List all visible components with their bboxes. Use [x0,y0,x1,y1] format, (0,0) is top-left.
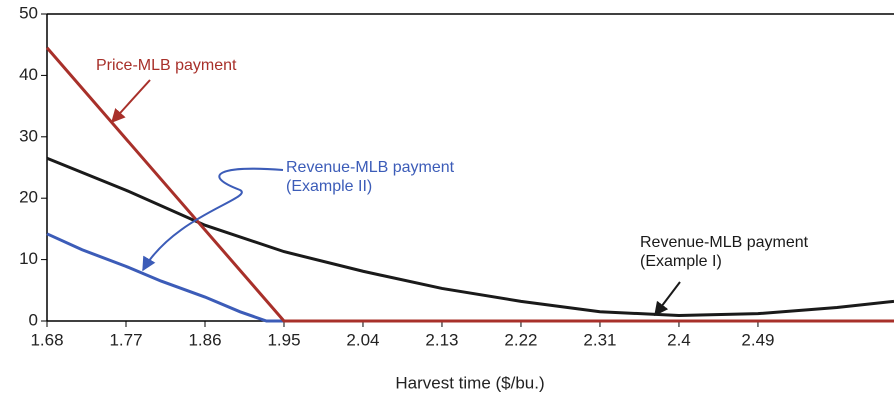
x-tick-label: 2.4 [667,330,691,349]
x-tick-label: 1.95 [267,330,300,349]
annotation-text: (Example I) [640,253,722,270]
y-tick-label: 40 [19,65,38,84]
x-axis-label: Harvest time ($/bu.) [395,373,544,392]
x-tick-label: 2.22 [504,330,537,349]
x-tick-label: 1.77 [109,330,142,349]
x-tick-label: 2.49 [741,330,774,349]
series-line [45,46,894,323]
annotation-text: Price-MLB payment [96,57,237,74]
x-tick-label: 2.31 [583,330,616,349]
annotation-text: Revenue-MLB payment [640,234,809,251]
x-tick-label: 2.04 [346,330,379,349]
y-tick-label: 50 [19,3,38,22]
annotation-text: Revenue-MLB payment [286,159,455,176]
annotation-arrow [111,79,151,124]
x-tick-label: 1.86 [188,330,221,349]
series-line [46,156,894,317]
y-tick-label: 30 [19,126,38,145]
x-tick-label: 1.68 [30,330,63,349]
y-tick-label: 10 [19,249,38,268]
annotation-arrow [142,167,284,272]
y-tick-label: 20 [19,188,38,207]
annotation-arrow [654,281,681,317]
x-tick-label: 2.13 [425,330,458,349]
y-tick-label: 0 [29,310,38,329]
annotation-text: (Example II) [286,178,372,195]
series-line [46,232,284,323]
